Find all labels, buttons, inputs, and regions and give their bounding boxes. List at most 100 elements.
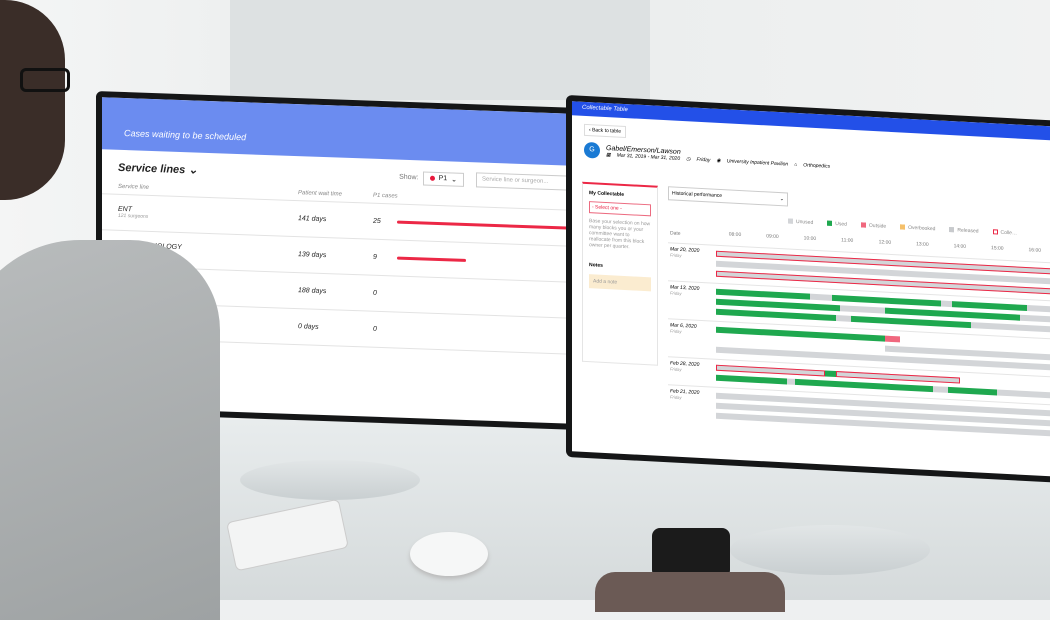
wait-time: 141 days xyxy=(298,215,327,224)
hour-tick: 09:00 xyxy=(766,233,779,241)
block-used[interactable] xyxy=(716,326,885,342)
priority-value: P1 xyxy=(438,175,448,183)
hour-tick: 10:00 xyxy=(803,235,817,243)
right-monitor-stand xyxy=(730,525,930,575)
block-used[interactable] xyxy=(850,315,971,329)
hour-tick: 08:00 xyxy=(728,231,742,239)
calendar-icon: ▦ xyxy=(606,151,611,158)
back-label: Back to table xyxy=(592,127,621,135)
clock-icon: ◷ xyxy=(686,155,691,162)
add-note-input[interactable]: Add a note xyxy=(589,274,651,292)
date-column-header: Date xyxy=(670,230,681,237)
service-line-name: ENT 121 surgeons xyxy=(118,206,298,225)
legend-swatch xyxy=(827,220,833,227)
search-placeholder: Service line or surgeon... xyxy=(482,176,549,185)
bag xyxy=(595,572,785,612)
block-used[interactable] xyxy=(824,370,836,378)
chevron-down-icon: ⌄ xyxy=(188,164,198,177)
window xyxy=(230,0,650,100)
legend-swatch xyxy=(860,222,866,228)
block-used[interactable] xyxy=(952,301,1028,312)
p1-cases: 9 xyxy=(373,253,377,261)
block-unused[interactable] xyxy=(835,315,851,322)
collectable-select[interactable]: - Select one - xyxy=(589,201,651,217)
day-label: Mar 6, 2020 Friday xyxy=(670,322,697,334)
add-note-placeholder: Add a note xyxy=(593,278,618,286)
right-screen: Collectable Table ‹ Back to table G Gabe… xyxy=(572,101,1050,477)
hour-tick: 16:00 xyxy=(1028,247,1042,254)
day-label: Feb 28, 2020 Friday xyxy=(670,360,699,373)
block-used[interactable] xyxy=(824,314,836,322)
hour-tick: 13:00 xyxy=(916,241,929,248)
block-unused[interactable] xyxy=(809,293,833,301)
legend-item: Outside xyxy=(860,222,887,230)
legend-item: Used xyxy=(827,220,847,228)
block-used[interactable] xyxy=(716,374,788,385)
weekday: Friday xyxy=(696,156,711,163)
service-lines-title: Service lines xyxy=(118,161,186,177)
legend-item: Released xyxy=(949,227,979,235)
block-unused[interactable] xyxy=(839,305,885,314)
glasses xyxy=(20,68,70,92)
p1-cases-bar xyxy=(397,256,467,262)
block-unused[interactable] xyxy=(787,378,795,385)
priority-select[interactable]: P1 ⌄ xyxy=(422,170,464,187)
legend-item: Overbooked xyxy=(900,224,935,232)
legend-swatch xyxy=(788,218,793,224)
view-select[interactable]: Historical performance ⌄ xyxy=(668,186,788,207)
block-unused[interactable] xyxy=(940,300,953,308)
block-outside[interactable] xyxy=(884,335,900,343)
legend-label: Colle… xyxy=(1000,229,1017,237)
block-unused[interactable] xyxy=(997,389,1050,400)
right-monitor: Collectable Table ‹ Back to table G Gabe… xyxy=(566,94,1050,484)
block-used[interactable] xyxy=(716,288,810,300)
legend-label: Released xyxy=(957,227,979,235)
block-unused[interactable] xyxy=(1027,305,1050,314)
p1-cases-bar xyxy=(397,220,590,231)
block-unused[interactable] xyxy=(1019,314,1050,324)
legend-swatch xyxy=(949,227,955,233)
hour-tick: 15:00 xyxy=(991,245,1004,252)
notes-title: Notes xyxy=(589,262,603,269)
block-unused[interactable] xyxy=(933,386,949,393)
chevron-down-icon: ⌄ xyxy=(451,175,457,184)
back-button[interactable]: ‹ Back to table xyxy=(584,123,626,139)
location-icon: ◉ xyxy=(716,157,721,164)
show-label: Show: xyxy=(399,173,419,182)
legend-item: Unused xyxy=(788,218,814,226)
gantt-area: Historical performance ⌄ Unused Used Outsid… xyxy=(668,186,1050,477)
priority-dot-icon xyxy=(429,175,435,181)
hour-tick: 11:00 xyxy=(841,237,854,244)
p1-cases: 25 xyxy=(373,217,381,226)
legend-label: Overbooked xyxy=(908,224,936,233)
col-p1-cases[interactable]: P1 cases xyxy=(373,192,398,200)
legend-swatch xyxy=(992,229,998,235)
help-text: Base your selection on how many blocks y… xyxy=(589,218,651,251)
mouse xyxy=(410,532,488,576)
hour-tick: 14:00 xyxy=(953,243,967,250)
legend-label: Outside xyxy=(868,222,887,230)
avatar: G xyxy=(584,141,600,159)
specialty: Orthopedics xyxy=(803,161,831,170)
person-head xyxy=(0,0,65,200)
building-icon: ⌂ xyxy=(794,161,798,168)
p1-cases: 0 xyxy=(373,325,377,333)
chevron-down-icon: ⌄ xyxy=(779,196,784,203)
block-used[interactable] xyxy=(948,386,998,396)
gantt-chart: Date 08:00 09:00 10:00 11:00 12:00 13:00 14:00… xyxy=(668,228,1050,477)
day-label: Feb 21, 2020 Friday xyxy=(670,388,699,401)
legend-item: Colle… xyxy=(992,229,1017,237)
block-used[interactable] xyxy=(716,308,825,321)
collectable-sidebar: My Collectable - Select one - Base your … xyxy=(582,181,658,366)
block-unused[interactable] xyxy=(970,322,1050,334)
my-collectable-title: My Collectable xyxy=(589,190,625,198)
left-monitor-stand xyxy=(240,460,420,500)
hour-tick: 12:00 xyxy=(878,239,892,246)
col-wait-time[interactable]: Patient wait time xyxy=(298,189,343,198)
col-service-line[interactable]: Service line xyxy=(118,183,150,191)
person-shoulder xyxy=(0,240,220,620)
legend-label: Unused xyxy=(796,218,814,226)
legend-swatch xyxy=(900,224,906,230)
select-placeholder: - Select one - xyxy=(592,204,622,212)
surgeon-count: 121 surgeons xyxy=(118,212,149,220)
